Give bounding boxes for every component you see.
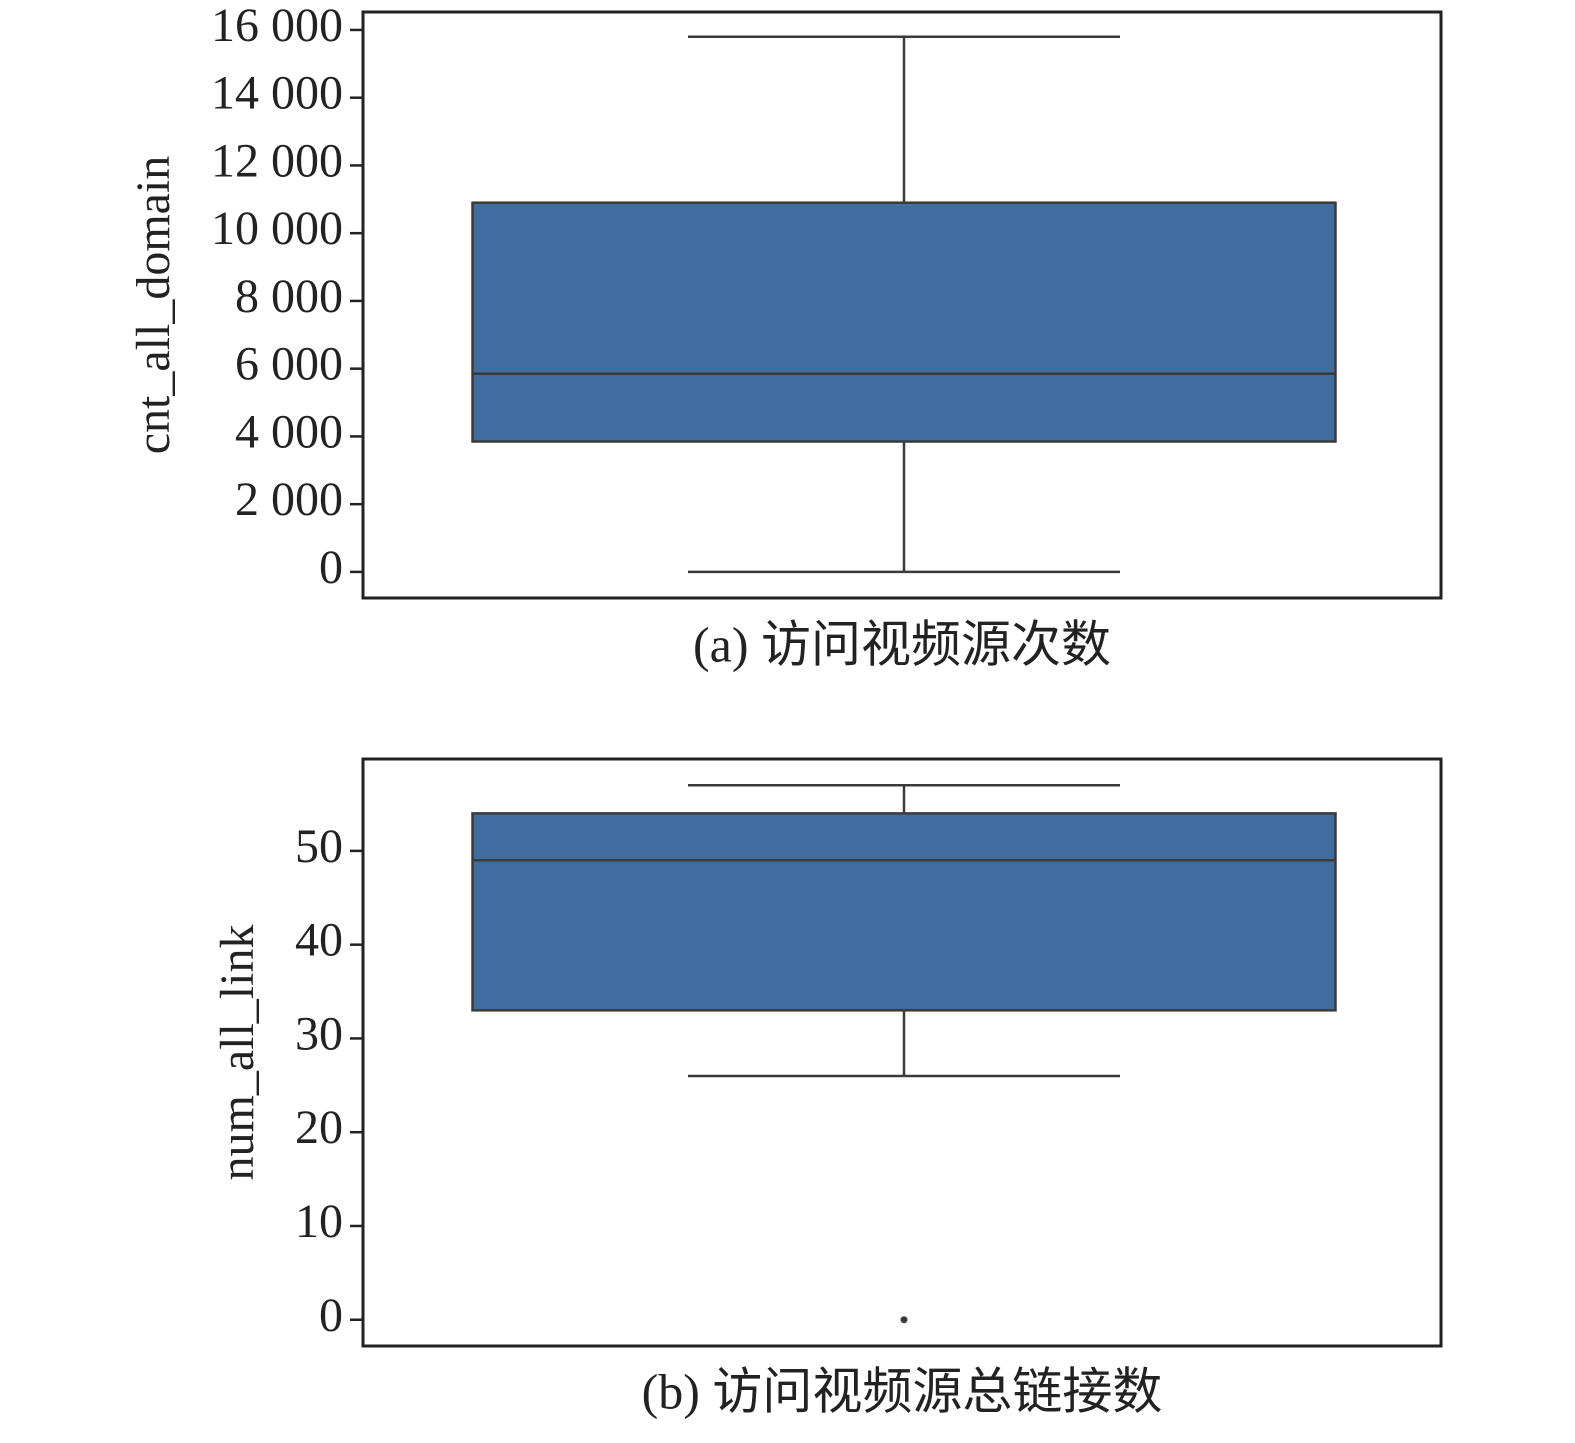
y-tick-label: 12 000 bbox=[211, 134, 343, 187]
y-tick-label: 10 000 bbox=[211, 202, 343, 255]
y-tick-label: 0 bbox=[319, 541, 343, 594]
caption: (b) 访问视频源总链接数 bbox=[642, 1363, 1163, 1419]
plot-frame bbox=[361, 757, 1443, 1348]
y-tick-label: 30 bbox=[295, 1007, 343, 1060]
y-tick-label: 14 000 bbox=[211, 67, 343, 120]
y-tick-label: 6 000 bbox=[235, 338, 343, 391]
y-tick-label: 0 bbox=[319, 1289, 343, 1342]
box bbox=[471, 812, 1337, 1012]
y-tick-label: 20 bbox=[295, 1101, 343, 1154]
y-tick-label: 8 000 bbox=[235, 270, 343, 323]
outlier bbox=[900, 1316, 908, 1324]
y-tick-label: 4 000 bbox=[235, 405, 343, 458]
caption: (a) 访问视频源次数 bbox=[693, 616, 1111, 672]
y-tick-label: 40 bbox=[295, 914, 343, 967]
y-tick-label: 50 bbox=[295, 820, 343, 873]
box bbox=[471, 201, 1337, 443]
plot-frame bbox=[361, 10, 1443, 600]
y-axis-label: num_all_link bbox=[211, 925, 264, 1181]
y-axis-label: cnt_all_domain bbox=[127, 156, 180, 455]
y-tick-label: 16 000 bbox=[211, 0, 343, 52]
y-tick-label: 10 bbox=[295, 1195, 343, 1248]
y-tick-label: 2 000 bbox=[235, 473, 343, 526]
